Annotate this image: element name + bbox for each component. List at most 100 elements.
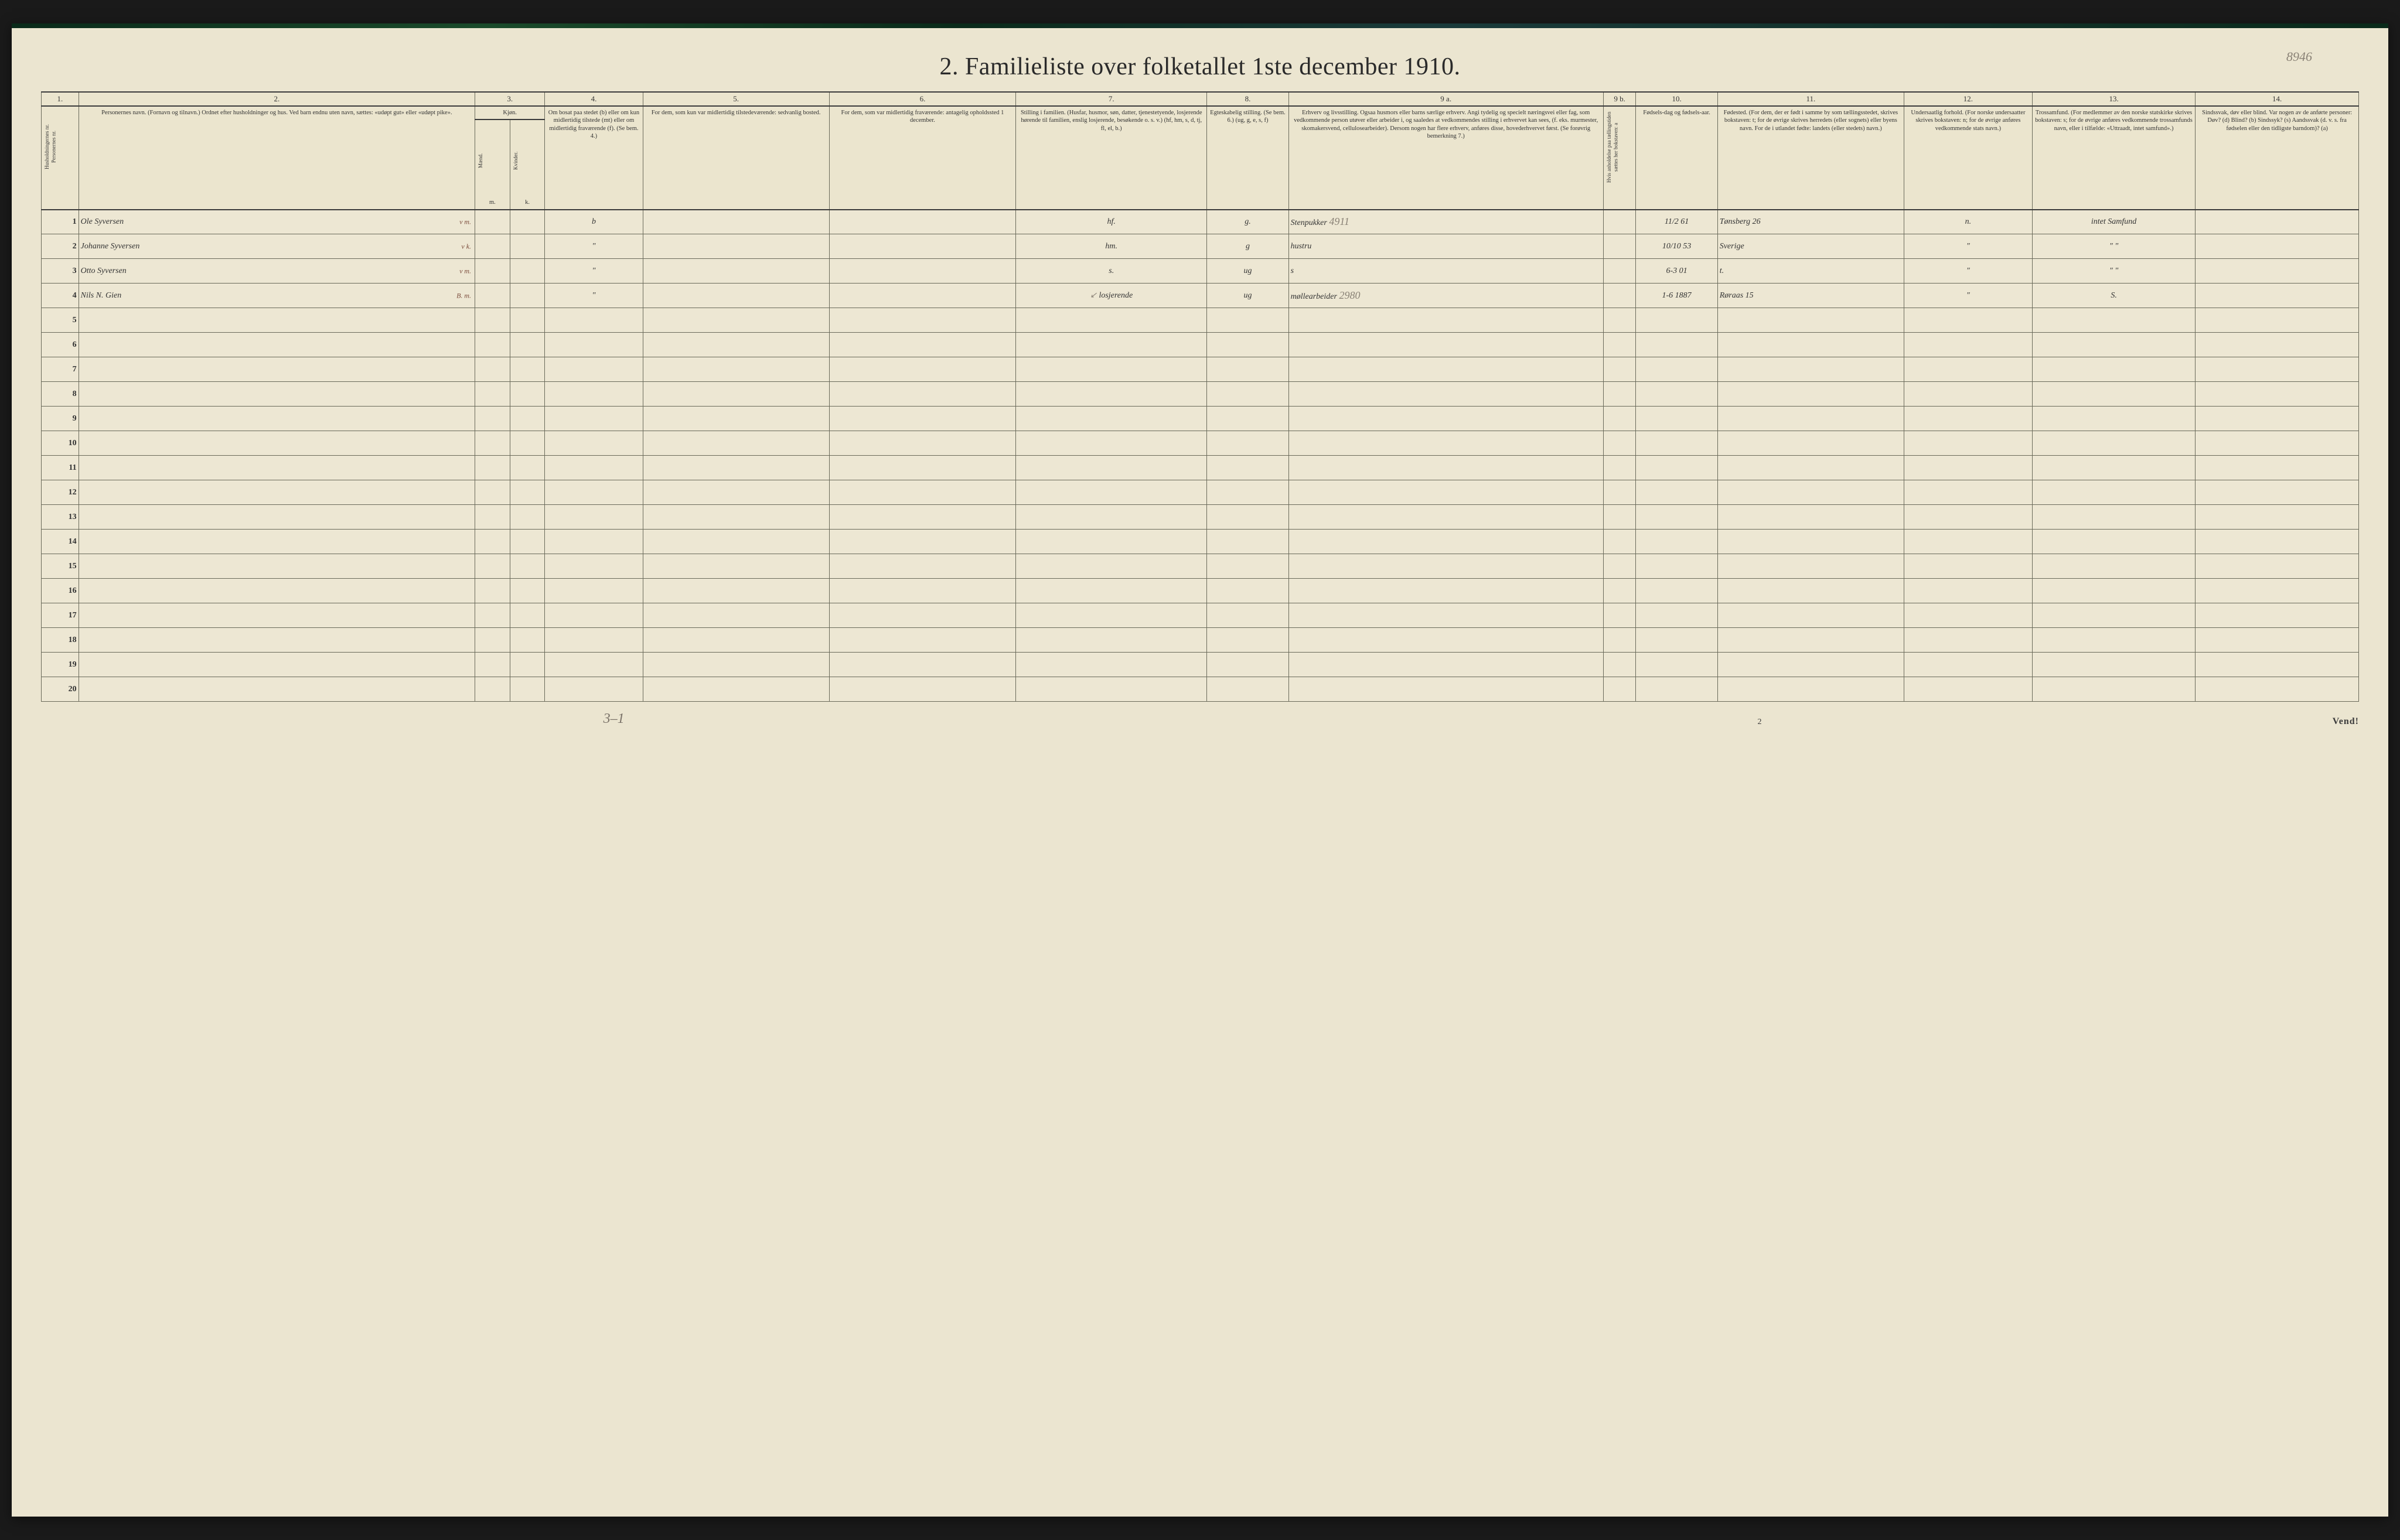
empty-cell [1603,357,1636,382]
table-row-empty: 19 [42,653,2359,677]
row-number: 3 [42,259,79,284]
row-number: 12 [42,480,79,505]
sex-m [475,284,510,308]
family-position: s. [1016,259,1207,284]
empty-cell [1717,579,1904,603]
colnum: 9 a. [1288,92,1603,106]
name-cell: Ole Syversenv m. [79,210,475,234]
religion: intet Samfund [2032,210,2196,234]
empty-cell [79,357,475,382]
empty-cell [79,480,475,505]
empty-cell [1904,357,2033,382]
empty-cell [829,407,1015,431]
empty-cell [1636,677,1717,702]
empty-cell [79,407,475,431]
empty-cell [79,554,475,579]
empty-cell [1904,431,2033,456]
empty-cell [1717,382,1904,407]
col-header: Kjøn. [475,106,545,119]
empty-cell [1207,382,1288,407]
name-cell: Nils N. GienB. m. [79,284,475,308]
disability [2196,234,2359,259]
empty-cell [1288,628,1603,653]
col-header-mand: Mænd. m. [475,119,510,209]
empty-cell [1717,554,1904,579]
empty-cell [2032,333,2196,357]
name-mark: v m. [459,267,471,275]
table-row: 1Ole Syversenv m.bhf.g.Stenpukker 491111… [42,210,2359,234]
col-header: Husholdningernes nr. Personernes nr. [42,106,79,209]
empty-cell [2196,431,2359,456]
empty-cell [475,333,510,357]
empty-cell [1603,653,1636,677]
empty-cell [475,382,510,407]
empty-cell [475,407,510,431]
empty-cell [79,382,475,407]
colnum: 7. [1016,92,1207,106]
empty-cell [2032,431,2196,456]
census-page: 2. Familieliste over folketallet 1ste de… [12,23,2388,1517]
sex-k [510,284,545,308]
name-cell: Johanne Syversenv k. [79,234,475,259]
empty-cell [1288,308,1603,333]
empty-cell [2032,653,2196,677]
c9b [1603,210,1636,234]
empty-cell [1016,653,1207,677]
row-number: 19 [42,653,79,677]
empty-cell [1288,579,1603,603]
empty-cell [1636,308,1717,333]
col-header-kvinder: Kvinder. k. [510,119,545,209]
empty-cell [1016,480,1207,505]
column-number-row: 1. 2. 3. 4. 5. 6. 7. 8. 9 a. 9 b. 10. 11… [42,92,2359,106]
empty-cell [475,579,510,603]
bosat: " [545,259,643,284]
empty-cell [1207,480,1288,505]
empty-cell [545,603,643,628]
empty-cell [643,677,829,702]
empty-cell [510,333,545,357]
marital: ug [1207,284,1288,308]
empty-cell [79,530,475,554]
colnum: 5. [643,92,829,106]
row-number: 18 [42,628,79,653]
religion: S. [2032,284,2196,308]
empty-cell [545,530,643,554]
empty-cell [1288,357,1603,382]
empty-cell [2032,603,2196,628]
col-header: For dem, som kun var midlertidig tilsted… [643,106,829,209]
empty-cell [475,431,510,456]
empty-cell [829,603,1015,628]
empty-cell [79,431,475,456]
empty-cell [1288,480,1603,505]
c6 [829,259,1015,284]
empty-cell [1207,653,1288,677]
empty-cell [1636,357,1717,382]
empty-cell [545,579,643,603]
empty-cell [829,382,1015,407]
empty-cell [1636,579,1717,603]
empty-cell [1207,431,1288,456]
row-number: 4 [42,284,79,308]
empty-cell [1636,456,1717,480]
empty-cell [510,677,545,702]
c6 [829,210,1015,234]
empty-cell [1636,628,1717,653]
row-number: 10 [42,431,79,456]
nationality: " [1904,284,2033,308]
empty-cell [545,308,643,333]
empty-cell [1636,653,1717,677]
empty-cell [1016,677,1207,702]
col-header: Erhverv og livsstilling. Ogsaa husmors e… [1288,106,1603,209]
empty-cell [2196,603,2359,628]
empty-cell [829,677,1015,702]
empty-cell [1904,308,2033,333]
row-number: 8 [42,382,79,407]
empty-cell [79,456,475,480]
c6 [829,284,1015,308]
colnum: 3. [475,92,545,106]
empty-cell [1603,480,1636,505]
empty-cell [2032,579,2196,603]
empty-cell [1207,456,1288,480]
empty-cell [545,677,643,702]
empty-cell [1603,628,1636,653]
